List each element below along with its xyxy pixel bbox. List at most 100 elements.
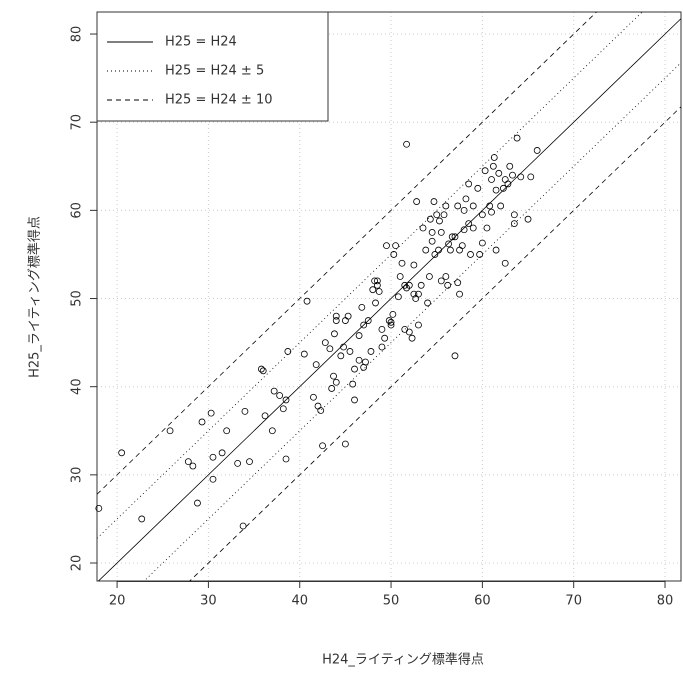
point: [437, 229, 445, 236]
point: [360, 321, 368, 329]
y-tick-label: 30: [70, 467, 85, 484]
point: [467, 251, 474, 258]
point: [341, 440, 349, 448]
point: [341, 317, 349, 324]
point: [410, 290, 418, 298]
point: [358, 303, 366, 311]
point: [497, 202, 505, 210]
point: [465, 180, 473, 188]
point: [428, 237, 436, 245]
point: [444, 281, 452, 289]
point: [351, 365, 358, 373]
reference-line: [143, 62, 681, 581]
point: [454, 202, 462, 210]
point: [332, 378, 340, 386]
point: [209, 475, 217, 483]
point: [448, 233, 456, 241]
point: [207, 409, 215, 417]
point: [330, 372, 337, 380]
point: [378, 325, 386, 333]
point: [166, 427, 174, 435]
point: [362, 358, 369, 366]
point: [469, 224, 477, 232]
point: [138, 515, 146, 523]
point: [408, 334, 416, 342]
point: [495, 169, 503, 177]
point: [492, 186, 500, 194]
point: [369, 286, 377, 294]
point: [501, 259, 509, 267]
point: [381, 334, 389, 342]
y-tick-label: 40: [70, 378, 85, 395]
point: [340, 343, 347, 351]
point: [506, 162, 514, 170]
reference-line: [189, 106, 681, 581]
x-axis-title: H24_ライティング標準得点: [322, 652, 484, 668]
legend-label: H25 = H24: [165, 35, 237, 50]
point: [533, 147, 541, 154]
point: [431, 251, 439, 258]
point: [401, 325, 409, 333]
point: [509, 171, 516, 179]
point: [209, 453, 217, 461]
point: [430, 198, 438, 205]
x-tick-label: 40: [291, 594, 308, 609]
point: [517, 173, 525, 181]
point: [426, 273, 433, 280]
point: [373, 281, 381, 289]
point: [95, 504, 103, 512]
point: [270, 387, 278, 395]
legend: H25 = H24 H25 = H24 ± 5 H25 = H24 ± 10: [96, 11, 329, 122]
point: [346, 348, 354, 355]
x-tick-label: 70: [565, 594, 582, 609]
point: [440, 211, 448, 219]
point: [410, 261, 418, 269]
point: [337, 352, 345, 360]
point: [460, 206, 468, 214]
point: [481, 167, 489, 175]
point: [458, 242, 466, 250]
legend-box: [96, 11, 329, 122]
point: [328, 385, 336, 392]
point: [331, 330, 338, 338]
y-tick-label: 70: [70, 114, 85, 131]
point: [332, 317, 340, 324]
point: [403, 140, 410, 148]
point: [239, 522, 247, 530]
x-tick-label: 50: [383, 594, 400, 609]
point: [488, 176, 495, 183]
plot-frame: [96, 11, 682, 582]
point: [474, 184, 482, 192]
point: [490, 154, 498, 161]
point: [454, 279, 462, 287]
point: [118, 449, 126, 457]
point: [317, 407, 325, 414]
y-tick-label: 60: [70, 202, 85, 219]
point: [437, 277, 445, 285]
point: [385, 317, 393, 324]
point: [419, 224, 427, 232]
point: [259, 367, 267, 375]
point: [312, 361, 320, 369]
point: [279, 405, 287, 413]
point: [451, 233, 459, 241]
point: [268, 427, 276, 435]
point: [504, 180, 512, 188]
point: [462, 195, 470, 203]
point: [392, 242, 400, 250]
reference-line: [97, 12, 598, 495]
point: [428, 229, 436, 236]
point: [303, 297, 311, 305]
point: [300, 350, 308, 358]
point: [375, 288, 383, 295]
x-tick-label: 30: [200, 594, 217, 609]
point: [478, 239, 486, 247]
point: [469, 202, 477, 210]
point: [326, 345, 334, 353]
point: [373, 277, 381, 285]
point: [189, 462, 197, 470]
point: [396, 273, 404, 280]
point: [405, 328, 413, 336]
point: [246, 458, 253, 466]
